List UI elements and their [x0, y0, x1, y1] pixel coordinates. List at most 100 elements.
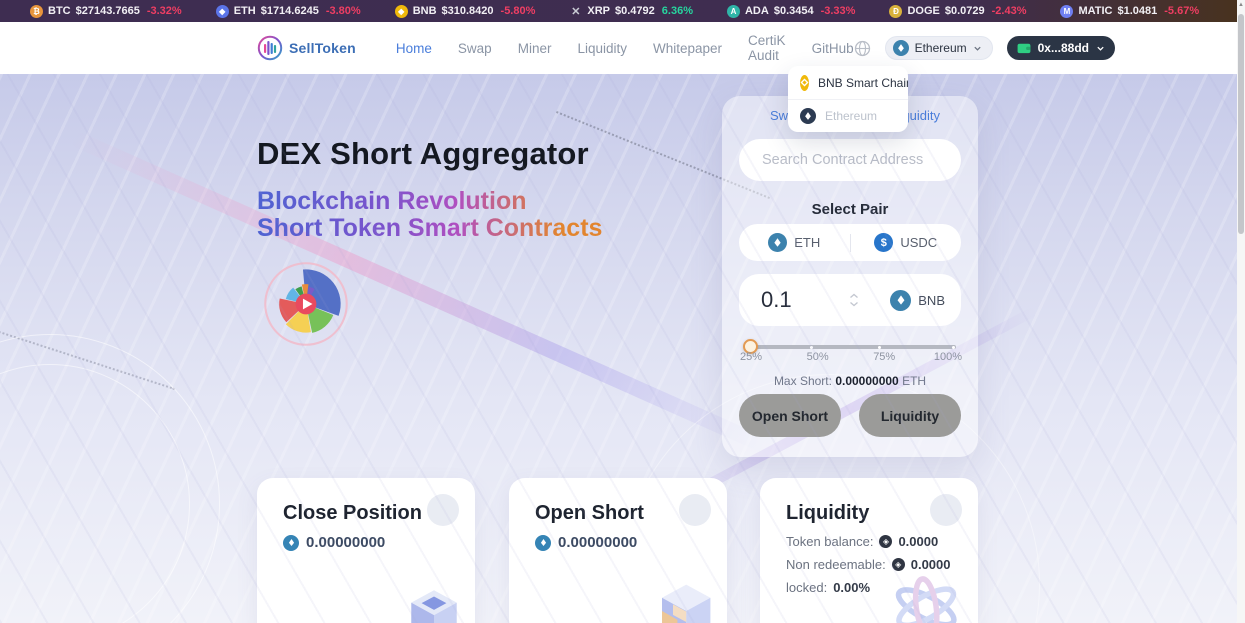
bnb-chain-icon: [800, 74, 809, 91]
card-title: Open Short: [535, 502, 644, 524]
nav-link-certik-audit[interactable]: CertiK Audit: [748, 33, 786, 63]
slider-thumb[interactable]: [743, 339, 758, 354]
network-selector-button[interactable]: Ethereum: [884, 36, 993, 60]
slider-label-100: 100%: [933, 351, 962, 363]
chevron-down-icon: [973, 46, 981, 51]
pie-chart-illustration: [254, 252, 358, 356]
eth-token-icon: [283, 534, 299, 551]
short-percentage-slider: [743, 339, 956, 354]
locked-row: locked: 0.00%: [786, 580, 951, 595]
decorative-streak: [662, 305, 1038, 513]
max-short-label: Max Short:: [773, 374, 832, 388]
decorative-streak: [69, 130, 771, 454]
play-button[interactable]: [295, 293, 317, 315]
ticker-symbol: DOGE: [907, 5, 940, 17]
globe-language-icon[interactable]: [854, 40, 871, 57]
eth-token-icon: [768, 233, 788, 252]
pair-base-eth[interactable]: ETH: [739, 233, 850, 252]
ticker-item-doge: Ð DOGE $0.0729 -2.43%: [889, 4, 1026, 18]
slider-tick: [809, 345, 813, 349]
network-dropdown-menu: BNB Smart Chain Ethereum: [788, 66, 908, 132]
ticker-price: $0.3454: [773, 5, 814, 17]
scrollbar-thumb[interactable]: [1238, 14, 1244, 234]
network-option-bnb-smart-chain[interactable]: BNB Smart Chain: [788, 66, 908, 99]
brand-name: SellToken: [289, 40, 356, 56]
cube-decoration: [662, 584, 711, 623]
non-redeemable-value: 0.0000: [910, 557, 951, 572]
scrollbar-up-arrow[interactable]: ▲: [1238, 2, 1244, 8]
amount-input[interactable]: [761, 287, 847, 313]
chevron-down-icon: [1097, 46, 1104, 51]
ticker-change: -5.80%: [500, 5, 536, 17]
slider-label-75: 75%: [873, 351, 896, 363]
liquidity-card: Liquidity Token balance: ◈ 0.0000 Non re…: [760, 478, 978, 623]
close-position-value: 0.00000000: [306, 534, 386, 551]
amount-token-label: BNB: [918, 292, 945, 308]
locked-label: locked:: [786, 580, 828, 595]
token-coin-icon: ◈: [879, 535, 893, 548]
ticker-price: $0.0729: [944, 5, 985, 17]
nav-link-whitepaper[interactable]: Whitepaper: [653, 40, 723, 56]
bnb-icon: ◆: [394, 4, 408, 18]
brand-logo[interactable]: SellToken: [257, 35, 356, 61]
decorative-dotted-line: [0, 320, 175, 390]
cube-decoration: [411, 590, 457, 623]
token-balance-value: 0.0000: [898, 534, 939, 549]
ticker-symbol: MATIC: [1078, 5, 1113, 17]
open-short-button[interactable]: Open Short: [739, 394, 841, 437]
nav-link-home[interactable]: Home: [395, 40, 432, 56]
ticker-item-btc: ₿ BTC $27143.7665 -3.32%: [30, 4, 182, 18]
hero-tagline: Blockchain Revolution Short Token Smart …: [257, 188, 602, 242]
amount-input-box: BNB: [739, 274, 961, 326]
nav-link-swap[interactable]: Swap: [457, 40, 492, 56]
page-scrollbar[interactable]: ▲: [1237, 0, 1245, 623]
token-balance-row: Token balance: ◈ 0.0000: [786, 534, 951, 549]
stepper-down-icon[interactable]: [849, 301, 859, 307]
ticker-symbol: ETH: [233, 5, 256, 17]
ticker-item-bnb: ◆ BNB $310.8420 -5.80%: [394, 4, 536, 18]
decorative-circle: [0, 364, 190, 623]
pair-selector: ETH $ USDC: [739, 224, 961, 261]
hero-tagline-line2: Short Token Smart Contracts: [257, 214, 603, 242]
nav-link-liquidity[interactable]: Liquidity: [577, 40, 627, 56]
pair-divider: [849, 233, 851, 252]
search-contract-input[interactable]: [762, 152, 949, 168]
network-option-ethereum[interactable]: Ethereum: [788, 99, 908, 132]
slider-tick: [952, 345, 955, 349]
pair-quote-usdc[interactable]: $ USDC: [851, 233, 962, 252]
decorative-circle: [620, 374, 1040, 623]
ticker-item-ada: A ADA $0.3454 -3.33%: [726, 4, 855, 18]
matic-icon: M: [1060, 4, 1074, 18]
network-selector-label: Ethereum: [914, 41, 967, 55]
token-balance-label: Token balance:: [786, 534, 874, 549]
card-status-circle: [930, 494, 962, 526]
hero-section: DEX Short Aggregator Blockchain Revoluti…: [0, 74, 1237, 623]
pair-quote-label: USDC: [900, 235, 938, 250]
page-title: DEX Short Aggregator: [257, 136, 589, 171]
knot-decoration: [895, 576, 957, 623]
usdc-token-icon: $: [874, 233, 894, 252]
wallet-address-button[interactable]: 0x...88dd: [1006, 36, 1115, 60]
ticker-item-xrp: ✕ XRP $0.4792 6.36%: [569, 5, 693, 18]
non-redeemable-row: Non redeemable: ◈ 0.0000: [786, 557, 951, 572]
amount-token-selector[interactable]: BNB: [890, 289, 945, 311]
ticker-symbol: BTC: [48, 5, 71, 17]
ticker-price: $1.0481: [1117, 5, 1158, 17]
pair-base-label: ETH: [794, 235, 821, 250]
wallet-address-label: 0x...88dd: [1037, 41, 1089, 55]
nav-link-github[interactable]: GitHub: [811, 40, 854, 56]
eth-icon: ◆: [215, 4, 229, 18]
ticker-price: $0.4792: [615, 5, 655, 17]
contract-search-box: [739, 139, 961, 181]
doge-icon: Ð: [889, 4, 903, 18]
ticker-symbol: ADA: [744, 5, 769, 17]
liquidity-button[interactable]: Liquidity: [859, 394, 961, 437]
network-option-label: Ethereum: [825, 109, 878, 123]
slider-track[interactable]: [744, 345, 956, 349]
ethereum-chain-icon: [800, 108, 816, 124]
stepper-up-icon[interactable]: [849, 293, 859, 299]
nav-links: Home Swap Miner Liquidity Whitepaper Cer…: [396, 33, 854, 63]
nav-link-miner[interactable]: Miner: [517, 40, 552, 56]
max-short-unit: ETH: [902, 374, 927, 388]
